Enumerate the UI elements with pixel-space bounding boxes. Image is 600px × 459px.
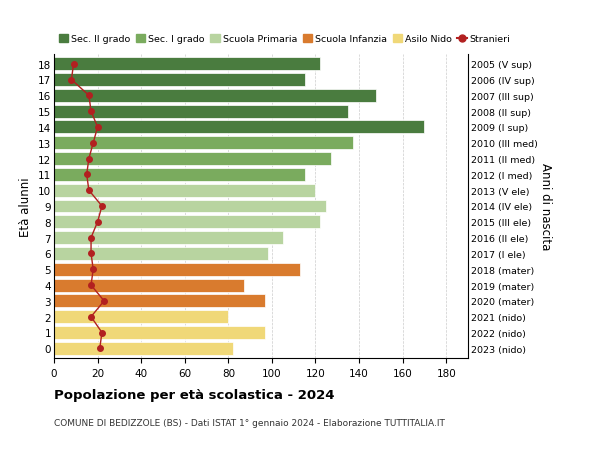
Bar	[54, 200, 326, 213]
Bar	[54, 311, 229, 324]
Bar	[54, 263, 300, 276]
Bar	[54, 295, 265, 308]
Bar	[54, 90, 376, 102]
Bar	[54, 58, 320, 71]
Text: COMUNE DI BEDIZZOLE (BS) - Dati ISTAT 1° gennaio 2024 - Elaborazione TUTTITALIA.: COMUNE DI BEDIZZOLE (BS) - Dati ISTAT 1°…	[54, 418, 445, 427]
Bar	[54, 121, 424, 134]
Text: Popolazione per età scolastica - 2024: Popolazione per età scolastica - 2024	[54, 388, 335, 401]
Y-axis label: Età alunni: Età alunni	[19, 177, 32, 236]
Y-axis label: Anni di nascita: Anni di nascita	[539, 163, 551, 250]
Bar	[54, 279, 244, 292]
Bar	[54, 137, 353, 150]
Bar	[54, 247, 268, 260]
Bar	[54, 216, 320, 229]
Legend: Sec. II grado, Sec. I grado, Scuola Primaria, Scuola Infanzia, Asilo Nido, Stran: Sec. II grado, Sec. I grado, Scuola Prim…	[59, 35, 511, 45]
Bar	[54, 168, 305, 181]
Bar	[54, 326, 265, 339]
Bar	[54, 232, 283, 245]
Bar	[54, 106, 348, 118]
Bar	[54, 74, 305, 87]
Bar	[54, 153, 331, 166]
Bar	[54, 342, 233, 355]
Bar	[54, 185, 316, 197]
